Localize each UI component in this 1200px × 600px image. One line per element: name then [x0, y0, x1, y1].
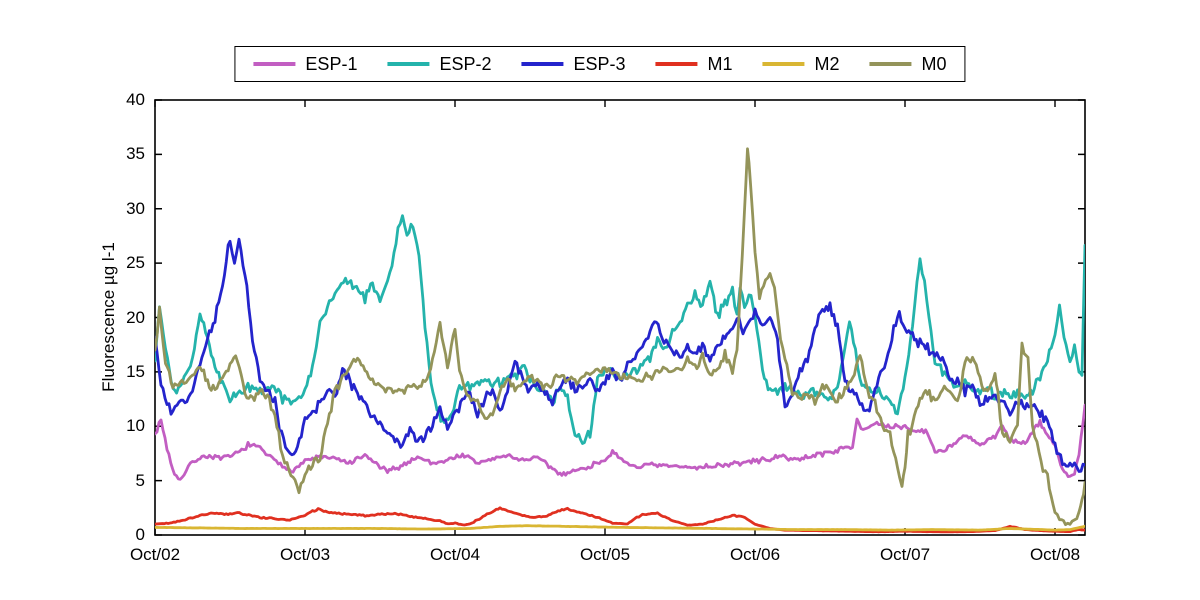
legend-item-m1: M1	[655, 53, 733, 75]
y-tick-label: 5	[135, 470, 145, 490]
chart-legend: ESP-1 ESP-2 ESP-3 M1 M2 M0	[234, 46, 966, 82]
legend-line-swatch-esp-3	[521, 62, 564, 66]
x-tick-label: Oct/07	[879, 545, 931, 564]
legend-label: ESP-1	[305, 53, 358, 74]
y-tick-label: 0	[135, 525, 145, 544]
legend-item-esp-1: ESP-1	[253, 54, 357, 75]
y-tick-label: 25	[126, 253, 145, 273]
legend-item-esp-3: ESP-3	[521, 53, 626, 75]
x-tick-label: Oct/04	[429, 545, 481, 564]
legend-item-esp-2: ESP-2	[387, 54, 491, 75]
y-tick-label: 20	[126, 307, 145, 327]
legend-label: ESP-2	[439, 53, 492, 74]
legend-item-m2: M2	[762, 53, 840, 75]
y-tick-label: 40	[126, 90, 145, 109]
legend-line-swatch-m0	[869, 62, 912, 66]
y-tick-label: 30	[126, 198, 145, 218]
legend-line-swatch-m1	[655, 62, 698, 66]
y-tick-label: 35	[126, 144, 145, 164]
legend-item-m0: M0	[869, 53, 947, 75]
x-tick-label: Oct/08	[1029, 545, 1081, 564]
y-tick-label: 15	[126, 361, 145, 381]
x-tick-label: Oct/06	[729, 545, 781, 564]
legend-line-swatch-esp-2	[387, 62, 430, 66]
legend-line-swatch-esp-1	[253, 62, 296, 66]
legend-label: ESP-3	[573, 53, 626, 74]
x-tick-label: Oct/02	[129, 545, 181, 564]
y-axis-label: Fluorescence µg l-1	[99, 242, 118, 392]
y-tick-label: 10	[126, 416, 145, 436]
legend-label: M2	[814, 53, 840, 74]
legend-line-swatch-m2	[762, 62, 805, 66]
x-tick-label: Oct/05	[579, 545, 631, 564]
x-tick-label: Oct/03	[279, 545, 331, 564]
legend-label: M0	[921, 53, 947, 74]
legend-label: M1	[707, 53, 733, 74]
